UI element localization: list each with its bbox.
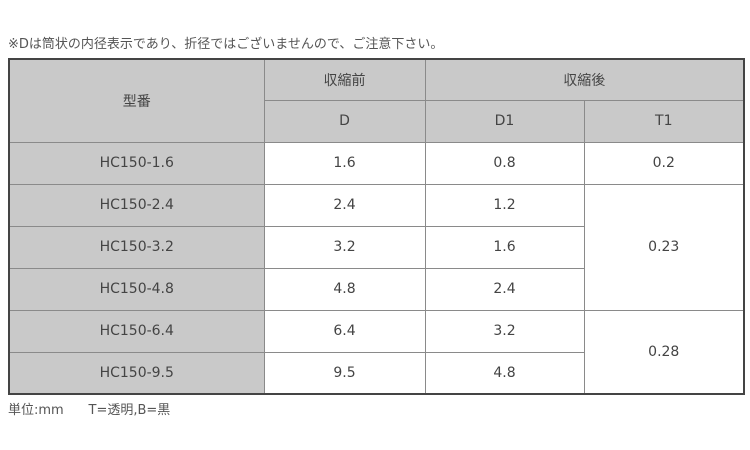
color-legend-text: T=透明,B=黒 [88, 403, 171, 418]
header-d1: D1 [424, 99, 585, 143]
cell-model: HC150-9.5 [8, 351, 265, 395]
cell-model: HC150-2.4 [8, 183, 265, 227]
table-row: HC150-6.4 6.4 3.2 0.28 [8, 309, 745, 395]
header-row-2: D D1 T1 [9, 99, 745, 143]
table-row: HC150-9.5 9.5 4.8 [8, 351, 744, 395]
cell-model: HC150-6.4 [8, 309, 265, 353]
cell-t1: 0.23 [583, 183, 745, 311]
cell-model: HC150-3.2 [8, 225, 265, 269]
cell-d: 6.4 [263, 309, 426, 353]
cell-d1: 2.4 [424, 267, 585, 311]
cell-d: 1.6 [263, 141, 426, 185]
cell-model: HC150-1.6 [8, 141, 265, 185]
header-row-1: 型番 収縮前 収縮後 [8, 58, 745, 143]
header-d: D [263, 99, 426, 143]
cell-d: 9.5 [263, 351, 426, 395]
cell-d1: 0.8 [424, 141, 585, 185]
header-t1: T1 [583, 99, 745, 143]
cell-model: HC150-4.8 [8, 267, 265, 311]
footer-note: 単位:mm T=透明,B=黒 [8, 399, 170, 418]
cell-d: 4.8 [263, 267, 426, 311]
cell-d: 3.2 [263, 225, 426, 269]
header-model: 型番 [8, 58, 265, 143]
cell-d1: 1.6 [424, 225, 585, 269]
header-after-shrink: 収縮後 [424, 58, 745, 101]
table-row: HC150-3.2 3.2 1.6 [8, 225, 744, 269]
units-text: 単位:mm [8, 403, 64, 418]
table-row: HC150-1.6 1.6 0.8 0.2 [8, 141, 745, 185]
table-row: HC150-2.4 2.4 1.2 0.23 [8, 183, 745, 311]
cell-d1: 1.2 [424, 183, 585, 227]
cell-t1: 0.2 [583, 141, 745, 185]
header-before-shrink: 収縮前 [263, 58, 426, 101]
cell-t1: 0.28 [583, 309, 745, 395]
notice-text: ※Dは筒状の内径表示であり、折径ではございませんので、ご注意下さい。 [8, 37, 444, 52]
spec-table: 型番 収縮前 収縮後 D D1 T1 HC150-1.6 1.6 0.8 0.2… [8, 58, 745, 395]
cell-d1: 3.2 [424, 309, 585, 353]
cell-d: 2.4 [263, 183, 426, 227]
cell-d1: 4.8 [424, 351, 585, 395]
